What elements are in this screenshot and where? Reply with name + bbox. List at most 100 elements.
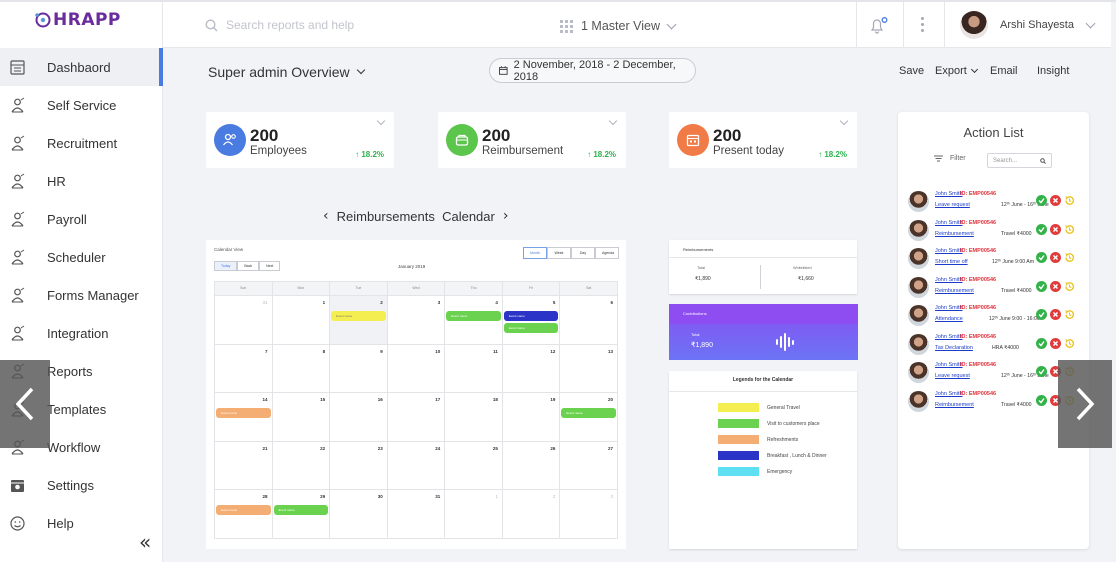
reject-icon[interactable] — [1050, 223, 1061, 235]
employee-name-link[interactable]: John Smith — [935, 390, 963, 397]
reject-icon[interactable] — [1050, 337, 1061, 349]
stat-card-present-today[interactable]: 200 Present today ↑ 18.2% — [669, 112, 857, 168]
calendar-day-cell[interactable]: 3 — [560, 490, 618, 539]
month-view-button[interactable]: Month — [523, 247, 547, 259]
user-menu[interactable]: Arshi Shayesta — [960, 11, 1096, 39]
approve-icon[interactable] — [1036, 337, 1047, 349]
employee-name-link[interactable]: John Smith — [935, 219, 963, 226]
back-button[interactable]: Back — [237, 261, 260, 271]
calendar-day-cell[interactable]: 24 — [387, 441, 446, 490]
sidebar-item-hr[interactable]: HR — [0, 162, 163, 200]
calendar-day-cell[interactable]: 29 Event name — [272, 490, 331, 539]
sidebar-item-dashbaord[interactable]: Dashbaord — [0, 48, 163, 86]
calendar-event[interactable]: Event name — [503, 323, 559, 333]
calendar-day-cell[interactable]: 27 — [560, 441, 618, 490]
calendar-day-cell[interactable]: 22 — [272, 441, 331, 490]
calendar-prev-button[interactable]: ‹ — [323, 208, 329, 224]
employee-name-link[interactable]: John Smith — [935, 305, 963, 311]
calendar-day-cell[interactable]: 31 — [387, 490, 446, 539]
request-type-link[interactable]: Reimbursement — [935, 401, 974, 408]
sidebar-item-forms-manager[interactable]: Forms Manager — [0, 276, 163, 314]
carousel-prev-button[interactable] — [0, 360, 50, 448]
approve-icon[interactable] — [1036, 394, 1047, 406]
insight-button[interactable]: Insight — [1037, 65, 1070, 77]
calendar-day-cell[interactable]: 3 — [387, 296, 446, 345]
calendar-day-cell[interactable]: 10 — [387, 344, 446, 393]
request-type-link[interactable]: Reimbursement — [935, 287, 974, 294]
save-button[interactable]: Save — [899, 65, 925, 77]
request-type-link[interactable]: Reimbursement — [935, 230, 974, 237]
notifications-button[interactable] — [869, 16, 889, 39]
history-icon[interactable] — [1064, 338, 1075, 349]
calendar-event[interactable]: Event name — [273, 505, 329, 515]
history-icon[interactable] — [1064, 195, 1075, 206]
view-selector[interactable]: 1 Master View — [560, 19, 677, 33]
calendar-day-cell[interactable]: 12 — [502, 344, 561, 393]
employee-name-link[interactable]: John Smith — [935, 191, 963, 197]
approve-icon[interactable] — [1036, 195, 1047, 206]
reject-icon[interactable] — [1050, 394, 1061, 406]
export-button[interactable]: Export — [935, 65, 978, 77]
email-button[interactable]: Email — [990, 65, 1018, 77]
chevron-down-icon[interactable] — [839, 116, 849, 126]
calendar-day-cell[interactable]: 4 Event name — [445, 296, 503, 345]
calendar-day-cell[interactable]: 6 — [560, 296, 618, 345]
calendar-event[interactable]: Event name — [561, 408, 616, 418]
calendar-day-cell[interactable]: 20 Event name — [560, 393, 618, 442]
calendar-event[interactable]: Event name — [503, 311, 559, 321]
calendar-event[interactable]: Event name — [216, 505, 271, 515]
request-type-link[interactable]: Leave request — [935, 202, 970, 208]
employee-name-link[interactable]: John Smith — [935, 333, 963, 340]
reject-icon[interactable] — [1050, 280, 1061, 292]
calendar-day-cell[interactable]: 9 — [330, 344, 388, 393]
calendar-day-cell[interactable]: 11 — [445, 344, 503, 393]
employee-name-link[interactable]: John Smith — [935, 276, 963, 283]
request-type-link[interactable]: Tax Declaration — [935, 344, 973, 351]
chevron-down-icon[interactable] — [376, 116, 386, 126]
reject-icon[interactable] — [1050, 252, 1061, 263]
filter-button[interactable]: Filter — [934, 155, 966, 162]
calendar-day-cell[interactable]: 19 — [502, 393, 561, 442]
approve-icon[interactable] — [1036, 252, 1047, 263]
calendar-event[interactable]: Event name — [446, 311, 501, 321]
calendar-day-cell[interactable]: 18 — [445, 393, 503, 442]
request-type-link[interactable]: Short time off — [935, 259, 968, 265]
sidebar-item-settings[interactable]: Settings — [0, 466, 163, 504]
today-button[interactable]: Today — [214, 261, 238, 271]
agenda-view-button[interactable]: Agenda — [595, 247, 619, 259]
calendar-day-cell[interactable]: 5 Event name Event name — [502, 296, 561, 345]
calendar-day-cell[interactable]: 30 — [330, 490, 388, 539]
calendar-day-cell[interactable]: 1 — [272, 296, 331, 345]
history-icon[interactable] — [1064, 281, 1075, 292]
calendar-day-cell[interactable]: 2 — [502, 490, 561, 539]
calendar-event[interactable]: Event name — [331, 311, 386, 321]
calendar-day-cell[interactable]: 26 — [502, 441, 561, 490]
carousel-next-button[interactable] — [1058, 360, 1112, 448]
calendar-day-cell[interactable]: 16 — [330, 393, 388, 442]
request-type-link[interactable]: Attendance — [935, 316, 963, 322]
calendar-day-cell[interactable]: 31 — [215, 296, 273, 345]
calendar-next-button[interactable]: › — [502, 208, 509, 224]
calendar-day-cell[interactable]: 15 — [272, 393, 331, 442]
sidebar-item-integration[interactable]: Integration — [0, 314, 163, 352]
history-icon[interactable] — [1064, 309, 1075, 320]
reject-icon[interactable] — [1050, 195, 1061, 206]
approve-icon[interactable] — [1036, 366, 1047, 377]
approve-icon[interactable] — [1036, 280, 1047, 292]
search-input[interactable] — [226, 18, 426, 32]
approve-icon[interactable] — [1036, 223, 1047, 235]
calendar-day-cell[interactable]: 7 — [215, 344, 273, 393]
more-options-button[interactable] — [921, 17, 924, 32]
calendar-day-cell[interactable]: 8 — [272, 344, 331, 393]
reject-icon[interactable] — [1050, 309, 1061, 320]
calendar-day-cell[interactable]: 23 — [330, 441, 388, 490]
history-icon[interactable] — [1064, 224, 1075, 235]
calendar-day-cell[interactable]: 21 — [215, 441, 273, 490]
request-type-link[interactable]: Leave request — [935, 373, 970, 379]
stat-card-reimbursement[interactable]: 200 Reimbursement ↑ 18.2% — [438, 112, 626, 168]
sidebar-item-payroll[interactable]: Payroll — [0, 200, 163, 238]
sidebar-item-self-service[interactable]: Self Service — [0, 86, 163, 124]
collapse-sidebar-button[interactable]: « — [139, 530, 152, 554]
sidebar-item-scheduler[interactable]: Scheduler — [0, 238, 163, 276]
next-button[interactable]: Next — [259, 261, 281, 271]
